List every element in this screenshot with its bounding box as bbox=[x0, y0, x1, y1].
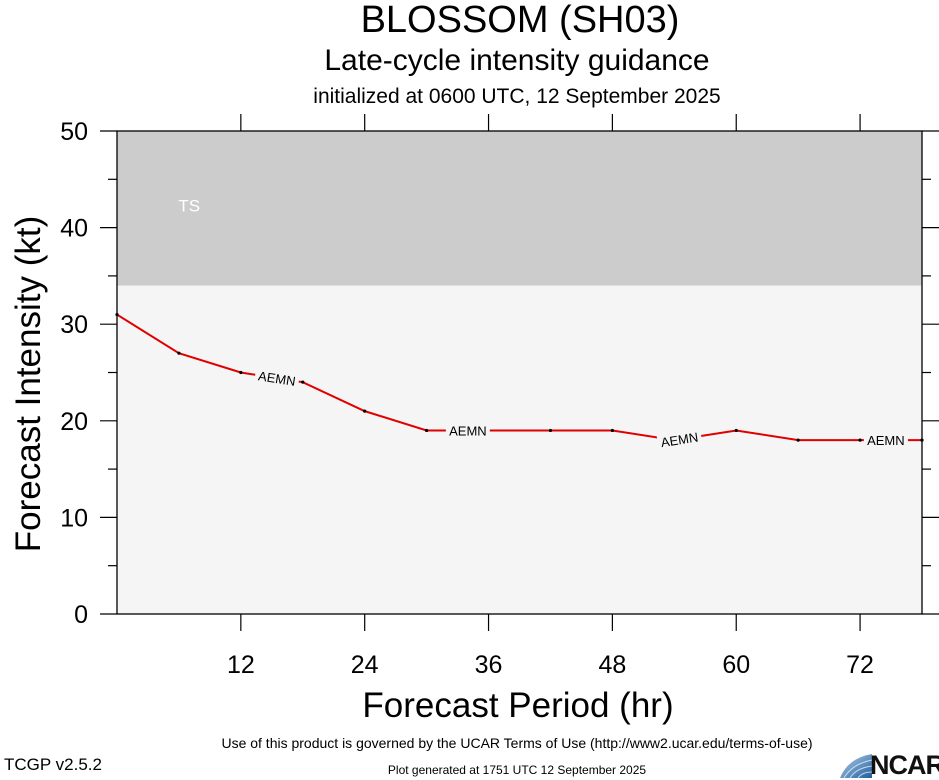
y-axis-label: Forecast Intensity (kt) bbox=[9, 215, 48, 553]
data-point bbox=[920, 438, 924, 442]
band-label-ts: TS bbox=[178, 196, 200, 215]
series-line-aemn bbox=[116, 313, 922, 442]
initialization-time: initialized at 0600 UTC, 12 September 20… bbox=[313, 85, 721, 108]
data-point bbox=[734, 428, 738, 433]
data-point bbox=[548, 428, 553, 433]
series-label-background bbox=[863, 432, 908, 449]
series-label-background bbox=[253, 366, 300, 390]
generated-timestamp: Plot generated at 1751 UTC 12 September … bbox=[387, 763, 647, 777]
y-tick-label: 30 bbox=[60, 311, 88, 339]
x-tick-label: 72 bbox=[846, 651, 874, 679]
series-label: AEMN bbox=[660, 430, 699, 451]
x-tick-label: 60 bbox=[722, 651, 750, 679]
data-point bbox=[363, 409, 367, 413]
x-tick-label: 36 bbox=[475, 651, 503, 679]
terms-of-use-text: Use of this product is governed by the U… bbox=[221, 735, 813, 751]
x-axis-label: Forecast Period (hr) bbox=[362, 686, 674, 725]
data-point bbox=[115, 312, 119, 317]
y-tick-label: 10 bbox=[60, 504, 88, 532]
y-tick-label: 50 bbox=[60, 118, 88, 146]
x-tick-label: 48 bbox=[598, 651, 626, 679]
series-label: AEMN bbox=[449, 423, 487, 438]
series-label: AEMN bbox=[257, 368, 296, 389]
version-label: TCGP v2.5.2 bbox=[4, 755, 102, 774]
data-point bbox=[239, 370, 243, 375]
series-label-background bbox=[656, 428, 703, 451]
x-tick-label: 12 bbox=[227, 651, 255, 679]
y-tick-label: 40 bbox=[60, 215, 88, 243]
x-tick-label: 24 bbox=[351, 651, 379, 679]
chart-subtitle: Late-cycle intensity guidance bbox=[324, 44, 710, 77]
y-tick-label: 20 bbox=[60, 408, 88, 436]
data-point bbox=[177, 351, 181, 355]
data-point bbox=[301, 380, 305, 384]
y-tick-label: 0 bbox=[74, 601, 88, 629]
ncar-logo-text: NCAR bbox=[870, 750, 939, 780]
ncar-globe-icon bbox=[840, 754, 873, 779]
data-point bbox=[425, 428, 429, 433]
data-point bbox=[858, 438, 862, 442]
data-point bbox=[610, 428, 614, 433]
chart-title: BLOSSOM (SH03) bbox=[360, 0, 680, 41]
data-point bbox=[796, 438, 800, 442]
series-label: AEMN bbox=[867, 433, 905, 448]
ncar-logo: NCAR bbox=[838, 750, 939, 780]
intensity-band-ts bbox=[117, 131, 922, 286]
series-label-background bbox=[445, 422, 490, 439]
